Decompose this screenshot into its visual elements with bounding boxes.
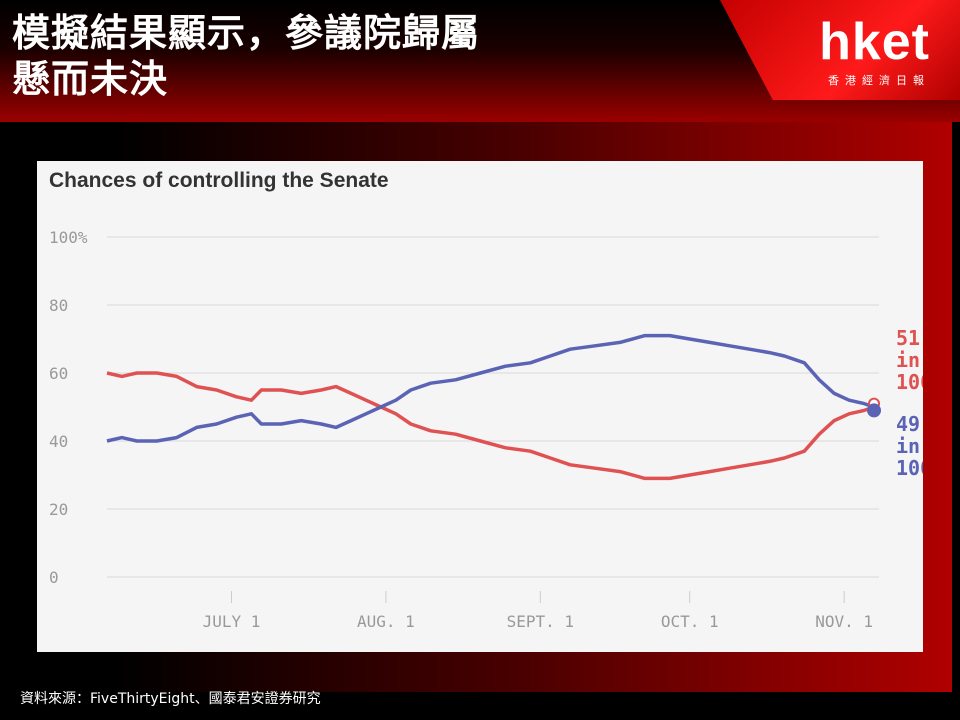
series-end-label-0: 100 <box>896 370 923 394</box>
series-line-1 <box>106 333 875 443</box>
series-end-label-1: 100 <box>896 456 923 480</box>
x-tick-label: NOV. 1 <box>815 612 873 631</box>
y-tick-label: 0 <box>49 568 59 587</box>
header-banner: 模擬結果顯示，參議院歸屬 懸而未決 hket 香港經濟日報 <box>0 0 960 122</box>
series-end-label-1: in <box>896 434 920 458</box>
x-tick-label: JULY 1 <box>203 612 261 631</box>
headline-line-1: 模擬結果顯示，參議院歸屬 <box>12 11 481 55</box>
headline: 模擬結果顯示，參議院歸屬 懸而未決 <box>12 10 480 102</box>
chart-title: Chances of controlling the Senate <box>49 169 389 192</box>
y-tick-label: 60 <box>49 364 68 383</box>
end-marker-1 <box>867 403 882 418</box>
series-line-0 <box>106 371 875 481</box>
chart-container: Chances of controlling the Senate 0 20 40 60… <box>37 161 923 652</box>
x-tick-label: OCT. 1 <box>661 612 719 631</box>
headline-line-2: 懸而未決 <box>12 57 169 101</box>
series-end-label-0: 51 <box>896 326 920 350</box>
source-note: 資料來源：FiveThirtyEight、國泰君安證券研究 <box>20 691 321 707</box>
series-end-label-0: in <box>896 348 920 372</box>
series-end-label-1: 49 <box>896 412 920 436</box>
y-tick-label: 40 <box>49 432 68 451</box>
y-tick-label: 20 <box>49 500 68 519</box>
y-tick-label: 80 <box>49 296 68 315</box>
y-tick-label: 100% <box>49 228 88 247</box>
x-tick-label: SEPT. 1 <box>507 612 574 631</box>
senate-chance-chart: Chances of controlling the Senate 0 20 40 60… <box>49 169 923 631</box>
logo-text: hket <box>819 13 930 71</box>
x-tick-label: AUG. 1 <box>357 612 415 631</box>
logo-subtitle: 香港經濟日報 <box>828 74 930 87</box>
hket-logo: hket 香港經濟日報 <box>710 0 960 100</box>
